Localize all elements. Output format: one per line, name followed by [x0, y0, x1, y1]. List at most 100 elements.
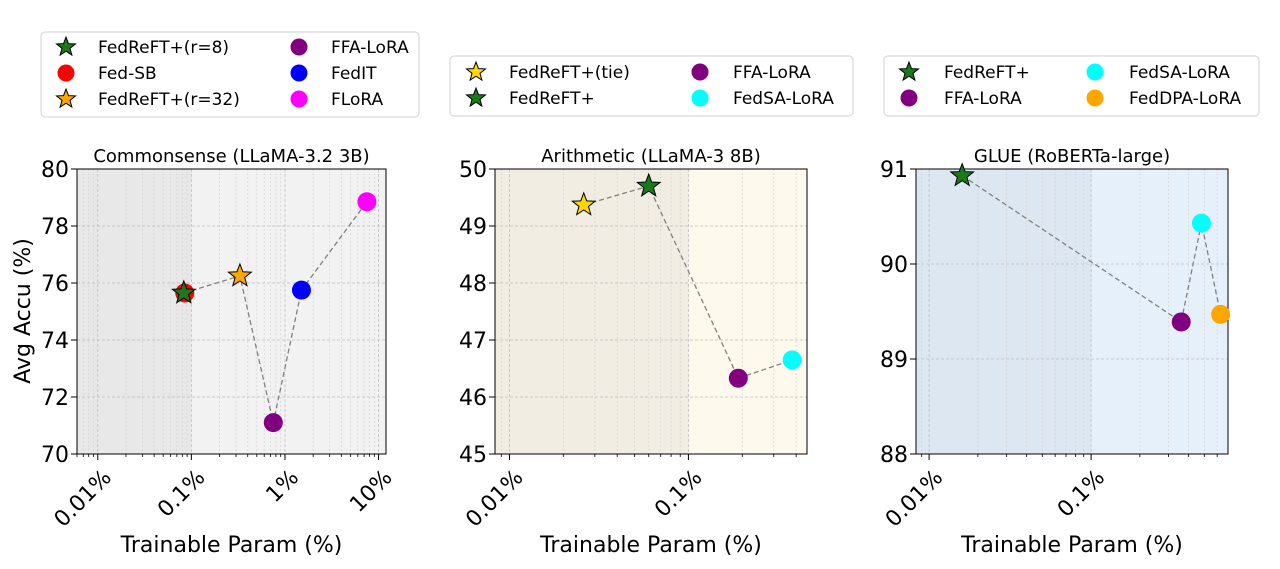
legend: FedReFT+(r=8) Fed-SB FedReFT+(r=32) FFA-LoR…	[40, 31, 420, 118]
data-point-fedreft	[949, 162, 975, 187]
legend-label: FLoRA	[331, 90, 383, 110]
data-point-fedreft-tie	[570, 191, 597, 216]
legend-label: FFA-LoRA	[944, 89, 1022, 109]
y-tick-label: 46	[459, 386, 487, 411]
legend-label: FedReFT+(r=32)	[98, 90, 240, 110]
x-tick-label: 0.1%	[1053, 465, 1110, 522]
y-tick-label: 89	[880, 348, 908, 373]
data-point-feddpa-lora	[1211, 304, 1231, 324]
data-point-fedsa-lora	[1191, 213, 1211, 233]
legend-box	[883, 55, 1260, 117]
y-tick-label: 76	[41, 272, 69, 297]
y-tick-label: 50	[459, 158, 487, 183]
legend-item: FedSA-LoRA	[1086, 63, 1230, 83]
legend-box	[449, 55, 854, 117]
chart-panel-2: 0.01% 0.1% 45 46 47 48 49 50 Arithmetic (LLaMA-3…	[449, 55, 854, 558]
chart-title: Commonsense (LLaMA-3.2 3B)	[93, 146, 369, 167]
y-tick-label: 70	[41, 443, 69, 468]
x-tick-label: 0.1%	[153, 465, 210, 522]
legend-label: FFA-LoRA	[733, 63, 811, 83]
legend-marker	[900, 89, 918, 107]
axes-frame	[76, 168, 387, 455]
legend-item: FedReFT+	[465, 86, 595, 109]
y-tick-label: 74	[41, 329, 69, 354]
y-tick-label: 80	[41, 158, 69, 183]
axes-frame	[494, 168, 808, 455]
legend-marker	[290, 64, 308, 82]
legend-item: FedReFT+(tie)	[465, 60, 630, 83]
chart-panel-1: 0.01% 0.1% 1% 10% 70 72 74 76 78 80 Commonsense (L…	[11, 31, 420, 558]
shaded-region	[495, 169, 689, 454]
legend-marker	[290, 90, 308, 108]
y-tick-label: 48	[459, 272, 487, 297]
legend-item: FedReFT+	[898, 60, 1030, 83]
legend: FedReFT+ FFA-LoRA FedSA-LoRA FedDPA-LoRA	[883, 55, 1260, 117]
legend-box	[40, 31, 420, 118]
legend-item: FedSA-LoRA	[691, 89, 834, 109]
y-axis-label: Avg Accu (%)	[11, 238, 36, 384]
legend-label: FedReFT+(tie)	[509, 63, 630, 83]
legend-marker	[1086, 63, 1104, 81]
legend-item: FedIT	[290, 64, 377, 84]
x-axis-label: Trainable Param (%)	[120, 533, 343, 558]
legend-item: Fed-SB	[57, 64, 157, 84]
legend-item: FFA-LoRA	[691, 63, 811, 83]
chart-panel-3: 0.01% 0.1% 88 89 90 91 GLUE (RoBERTa-large) Tra…	[880, 55, 1260, 558]
legend-item: FedDPA-LoRA	[1086, 89, 1241, 109]
legend-label: FedDPA-LoRA	[1129, 89, 1241, 109]
legend-label: Fed-SB	[98, 64, 157, 84]
y-tick-label: 91	[880, 158, 908, 183]
legend-item: FLoRA	[290, 90, 383, 110]
legend: FedReFT+(tie) FedReFT+ FFA-LoRA FedSA-LoRA	[449, 55, 854, 117]
data-point-ffa-lora	[263, 413, 283, 433]
x-tick-label: 0.01%	[50, 465, 117, 532]
data-point-flora	[357, 192, 377, 212]
legend-item: FFA-LoRA	[900, 89, 1022, 109]
legend-marker	[57, 64, 75, 82]
legend-label: FedReFT+	[509, 89, 595, 109]
data-point-fedsa-lora	[782, 350, 802, 370]
shaded-region	[1091, 169, 1228, 454]
shaded-region	[688, 169, 807, 454]
legend-label: FedSA-LoRA	[733, 89, 834, 109]
y-tick-label: 88	[880, 443, 908, 468]
legend-marker	[465, 86, 487, 108]
x-tick-label: 10%	[345, 465, 397, 517]
legend-marker	[898, 60, 920, 82]
x-tick-label: 0.01%	[881, 465, 948, 532]
shaded-region	[191, 169, 386, 454]
legend-marker	[691, 89, 709, 107]
shaded-region	[77, 169, 192, 454]
data-point-fedreft-r-8	[171, 279, 197, 304]
x-tick-label: 1%	[262, 465, 304, 507]
connector-line	[583, 185, 793, 380]
chart-title: GLUE (RoBERTa-large)	[974, 146, 1170, 167]
legend-marker	[465, 60, 487, 82]
x-tick-label: 0.01%	[461, 465, 528, 532]
connector-line	[961, 175, 1222, 323]
legend-marker	[290, 38, 308, 56]
x-axis-label: Trainable Param (%)	[960, 533, 1183, 558]
legend-label: FedReFT+(r=8)	[98, 38, 229, 58]
legend-marker	[1086, 89, 1104, 107]
y-tick-label: 45	[459, 443, 487, 468]
legend-label: FFA-LoRA	[331, 38, 409, 58]
legend-marker	[55, 35, 77, 57]
shaded-region	[916, 169, 1092, 454]
x-axis-label: Trainable Param (%)	[539, 533, 762, 558]
legend-item: FedReFT+(r=32)	[55, 87, 240, 110]
data-point-fedit	[291, 280, 311, 300]
y-tick-label: 49	[459, 215, 487, 240]
legend-label: FedSA-LoRA	[1129, 63, 1230, 83]
legend-marker	[55, 87, 77, 109]
legend-item: FedReFT+(r=8)	[55, 35, 229, 58]
legend-item: FFA-LoRA	[290, 38, 409, 58]
data-point-fedreft	[635, 172, 662, 197]
data-point-fedreft-r-32	[227, 262, 253, 287]
legend-marker	[691, 63, 709, 81]
x-tick-label: 0.1%	[650, 465, 707, 522]
y-tick-label: 47	[459, 329, 487, 354]
y-tick-label: 78	[41, 215, 69, 240]
data-point-ffa-lora	[1171, 312, 1191, 332]
